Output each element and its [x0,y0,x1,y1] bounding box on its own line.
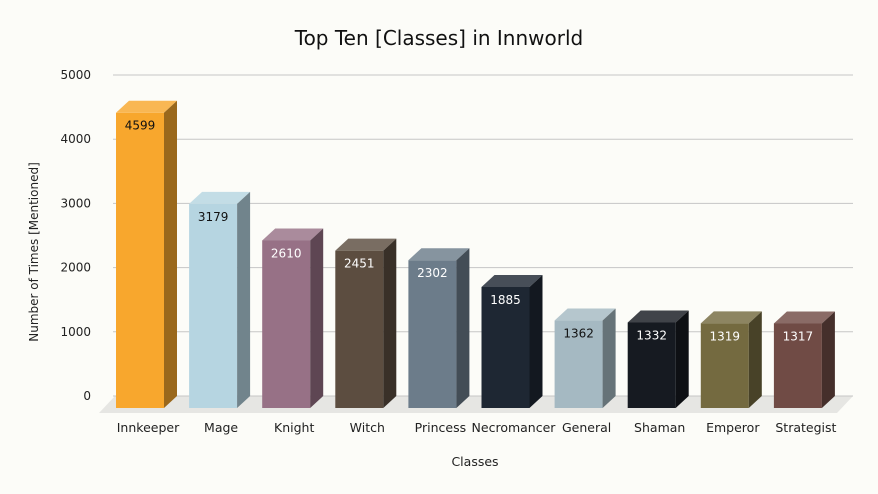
bar [408,260,457,408]
bar [700,323,749,408]
data-label: 1885 [490,293,521,307]
y-tick-label: 3000 [60,196,91,210]
bar-side-face [310,228,324,408]
x-tick-label: General [562,420,611,435]
data-label: 3179 [198,210,229,224]
bar-top-face [116,100,177,113]
bar-side-face [529,274,543,408]
x-tick-label: Mage [204,420,238,435]
data-label: 2451 [344,257,375,271]
x-tick-label: Witch [350,420,385,435]
bar-top-face [189,191,251,204]
data-label: 1362 [563,327,594,341]
bar-top-face [262,228,324,241]
x-tick-label: Necromancer [472,420,557,435]
bar-top-face [481,274,543,287]
y-tick-label: 4000 [60,132,91,146]
bar [116,112,164,408]
bar-top-face [627,310,689,323]
bar [773,323,822,408]
y-tick-label: 2000 [60,261,91,275]
y-tick-label: 5000 [60,68,91,82]
x-tick-label: Knight [274,420,314,435]
bar-side-face [748,311,762,408]
bar-side-face [456,248,470,408]
data-label: 1332 [636,328,667,342]
bar-top-face [554,308,616,321]
bar-side-face [602,308,616,408]
data-label: 4599 [125,119,156,133]
x-tick-label: Shaman [634,420,685,435]
bar [627,322,676,408]
bar-side-face [237,191,251,408]
bar [262,240,311,408]
bar-top-face [408,248,470,261]
bar-side-face [821,311,835,408]
bar-top-face [773,311,835,324]
bar [335,250,384,408]
x-tick-label: Strategist [775,420,836,435]
chart-title: Top Ten [Classes] in Innworld [294,26,584,50]
bar [189,203,238,408]
y-tick-label: 1000 [60,325,91,339]
x-tick-label: Princess [415,420,466,435]
bar [554,320,603,408]
bar [481,286,530,408]
bar-side-face [383,238,397,408]
bar-top-face [700,311,762,324]
x-tick-label: Innkeeper [117,420,180,435]
bar-side-face [675,310,689,408]
bar-top-face [335,238,397,251]
bar-side-face [164,100,177,408]
x-axis-label: Classes [451,454,499,469]
data-label: 1319 [710,329,741,343]
data-label: 1317 [783,329,814,343]
x-tick-label: Emperor [706,420,760,435]
y-tick-label: 0 [83,389,91,403]
data-label: 2302 [417,266,448,280]
data-label: 2610 [271,246,302,260]
